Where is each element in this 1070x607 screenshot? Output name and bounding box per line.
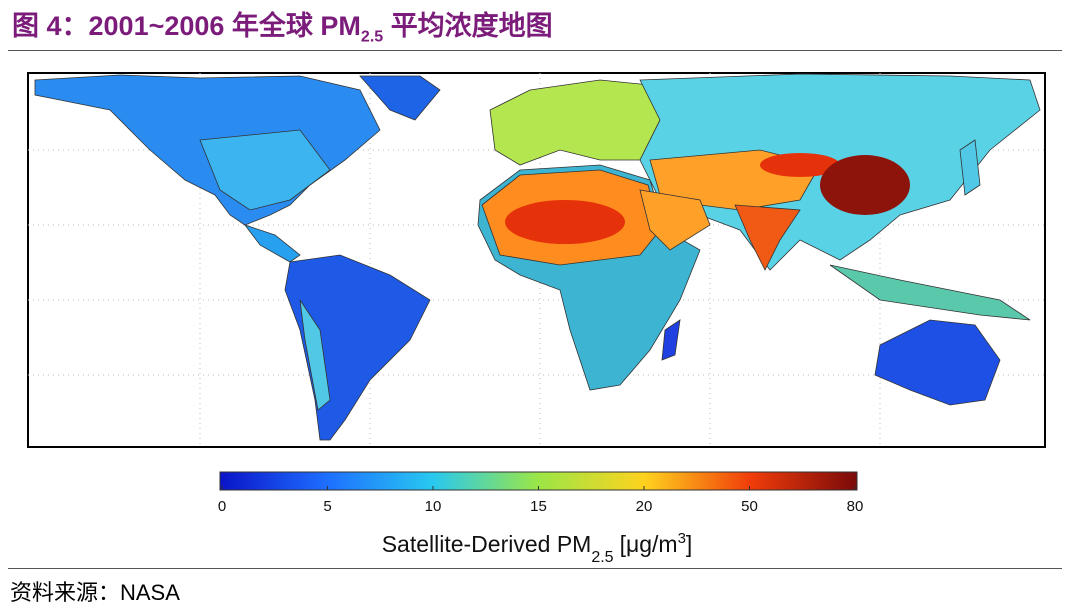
tick-label: 10 bbox=[425, 498, 442, 515]
label-text: Satellite-Derived PM bbox=[382, 531, 592, 557]
title-subscript: 2.5 bbox=[360, 28, 384, 46]
tick-label: 80 bbox=[847, 498, 864, 515]
tick-label: 0 bbox=[218, 498, 226, 515]
title-text: 图 4：2001~2006 年全球 PM bbox=[12, 11, 361, 41]
unit-text: [μg/m bbox=[620, 531, 678, 557]
label-subscript: 2.5 bbox=[591, 549, 613, 566]
map bbox=[27, 72, 1046, 448]
tick-label: 50 bbox=[741, 498, 758, 515]
title-text: 平均浓度地图 bbox=[390, 11, 553, 41]
colorbar-label: Satellite-Derived PM2.5 [μg/m3] bbox=[382, 530, 693, 566]
source: 资料来源：NASA bbox=[10, 580, 180, 605]
divider bbox=[8, 568, 1062, 569]
tick-label: 15 bbox=[530, 498, 547, 515]
title: 图 4：2001~2006 年全球 PM2.5 平均浓度地图 bbox=[12, 4, 553, 46]
unit-superscript: 3 bbox=[678, 530, 686, 547]
divider bbox=[8, 50, 1062, 51]
land bbox=[34, 73, 1041, 441]
unit-text: ] bbox=[686, 531, 692, 557]
tick-label: 5 bbox=[323, 498, 331, 515]
tick-label: 20 bbox=[636, 498, 653, 515]
colorbar-ticks: 0 5 10 15 20 50 80 bbox=[218, 486, 864, 515]
